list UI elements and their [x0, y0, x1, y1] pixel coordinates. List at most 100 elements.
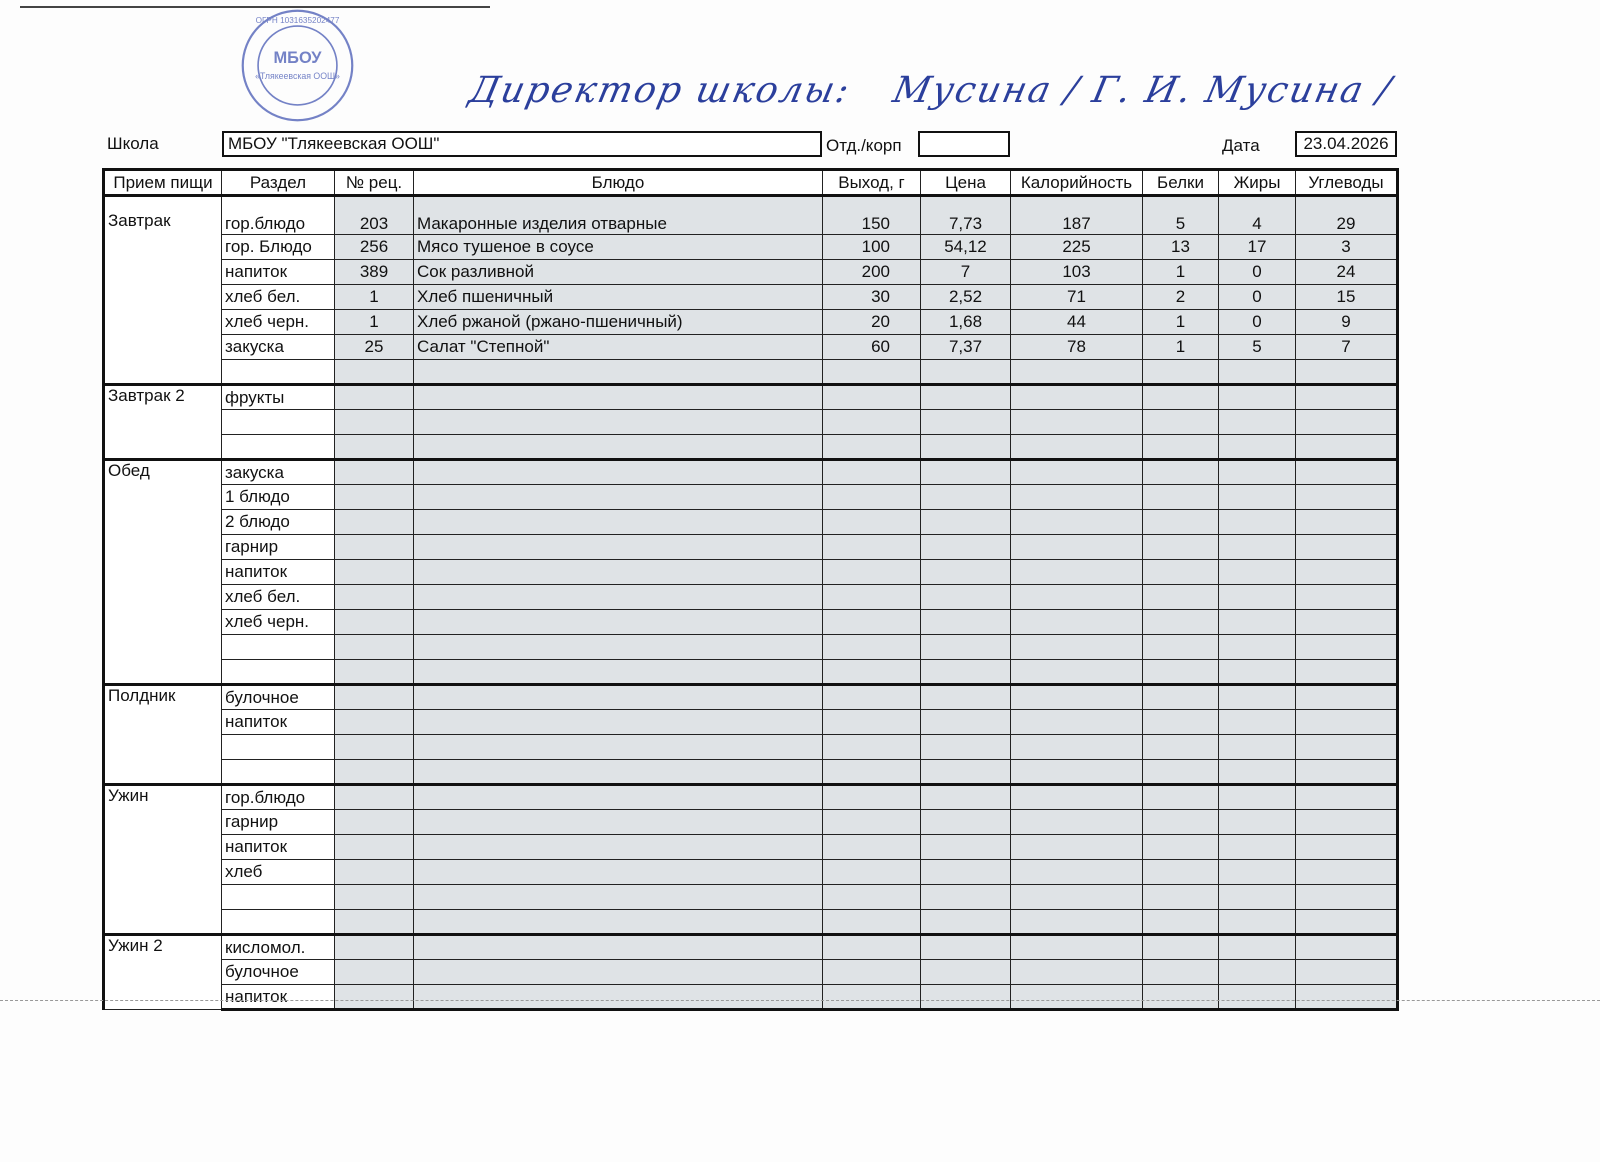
cell-fat[interactable]	[1218, 484, 1296, 510]
cell-fat[interactable]	[1218, 509, 1296, 535]
cell-yield[interactable]: 60	[822, 334, 921, 360]
cell-price[interactable]	[920, 783, 1011, 810]
cell-price[interactable]	[920, 809, 1011, 835]
cell-section[interactable]: напиток	[221, 834, 335, 860]
cell-calories[interactable]	[1010, 884, 1143, 910]
cell-fat[interactable]	[1218, 584, 1296, 610]
cell-recipe-no[interactable]	[334, 933, 414, 960]
cell-fat[interactable]: 0	[1218, 259, 1296, 285]
cell-price[interactable]: 7,37	[920, 334, 1011, 360]
cell-protein[interactable]	[1142, 859, 1219, 885]
cell-recipe-no[interactable]: 203	[334, 195, 414, 235]
cell-fat[interactable]	[1218, 409, 1296, 435]
cell-dish[interactable]: Хлеб пшеничный	[413, 284, 823, 310]
cell-protein[interactable]	[1142, 559, 1219, 585]
cell-yield[interactable]	[822, 609, 921, 635]
cell-calories[interactable]: 225	[1010, 234, 1143, 260]
cell-yield[interactable]	[822, 933, 921, 960]
cell-carbs[interactable]: 9	[1295, 309, 1399, 335]
cell-dish[interactable]: Макаронные изделия отварные	[413, 195, 823, 235]
cell-fat[interactable]	[1218, 834, 1296, 860]
cell-protein[interactable]	[1142, 709, 1219, 735]
cell-section[interactable]: напиток	[221, 559, 335, 585]
cell-protein[interactable]	[1142, 484, 1219, 510]
cell-dish[interactable]	[413, 534, 823, 560]
cell-section[interactable]: напиток	[221, 709, 335, 735]
cell-calories[interactable]	[1010, 933, 1143, 960]
cell-price[interactable]	[920, 509, 1011, 535]
cell-protein[interactable]	[1142, 359, 1219, 385]
cell-protein[interactable]: 1	[1142, 334, 1219, 360]
cell-recipe-no[interactable]	[334, 734, 414, 760]
cell-calories[interactable]	[1010, 683, 1143, 710]
cell-calories[interactable]	[1010, 859, 1143, 885]
cell-fat[interactable]	[1218, 359, 1296, 385]
cell-price[interactable]	[920, 759, 1011, 785]
cell-calories[interactable]	[1010, 759, 1143, 785]
cell-dish[interactable]	[413, 509, 823, 535]
cell-dish[interactable]	[413, 809, 823, 835]
cell-recipe-no[interactable]	[334, 484, 414, 510]
cell-recipe-no[interactable]	[334, 559, 414, 585]
cell-section[interactable]	[221, 659, 335, 685]
cell-carbs[interactable]	[1295, 484, 1399, 510]
cell-yield[interactable]	[822, 484, 921, 510]
cell-section[interactable]: гарнир	[221, 534, 335, 560]
cell-section[interactable]: 1 блюдо	[221, 484, 335, 510]
cell-fat[interactable]: 17	[1218, 234, 1296, 260]
cell-protein[interactable]	[1142, 584, 1219, 610]
cell-calories[interactable]	[1010, 959, 1143, 985]
school-field[interactable]: МБОУ "Тлякеевская ООШ"	[222, 131, 822, 157]
cell-dish[interactable]	[413, 734, 823, 760]
cell-price[interactable]: 54,12	[920, 234, 1011, 260]
cell-section[interactable]: булочное	[221, 959, 335, 985]
cell-protein[interactable]	[1142, 683, 1219, 710]
cell-dish[interactable]	[413, 683, 823, 710]
cell-calories[interactable]: 103	[1010, 259, 1143, 285]
cell-carbs[interactable]	[1295, 759, 1399, 785]
cell-section[interactable]: хлеб	[221, 859, 335, 885]
cell-dish[interactable]	[413, 609, 823, 635]
cell-fat[interactable]	[1218, 984, 1296, 1011]
cell-yield[interactable]	[822, 359, 921, 385]
cell-carbs[interactable]: 3	[1295, 234, 1399, 260]
cell-protein[interactable]: 1	[1142, 309, 1219, 335]
cell-yield[interactable]	[822, 383, 921, 410]
cell-section[interactable]	[221, 634, 335, 660]
cell-recipe-no[interactable]: 1	[334, 284, 414, 310]
cell-fat[interactable]	[1218, 559, 1296, 585]
cell-price[interactable]	[920, 359, 1011, 385]
cell-fat[interactable]	[1218, 534, 1296, 560]
cell-fat[interactable]	[1218, 383, 1296, 410]
cell-section[interactable]: кисломол.	[221, 933, 335, 960]
cell-calories[interactable]	[1010, 659, 1143, 685]
cell-fat[interactable]	[1218, 909, 1296, 935]
cell-yield[interactable]: 100	[822, 234, 921, 260]
cell-protein[interactable]: 13	[1142, 234, 1219, 260]
cell-protein[interactable]	[1142, 909, 1219, 935]
cell-calories[interactable]	[1010, 383, 1143, 410]
cell-section[interactable]: гор.блюдо	[221, 783, 335, 810]
cell-carbs[interactable]	[1295, 559, 1399, 585]
cell-carbs[interactable]	[1295, 884, 1399, 910]
dept-field[interactable]	[918, 131, 1010, 157]
cell-yield[interactable]: 200	[822, 259, 921, 285]
cell-yield[interactable]	[822, 809, 921, 835]
cell-recipe-no[interactable]	[334, 884, 414, 910]
cell-dish[interactable]	[413, 634, 823, 660]
cell-dish[interactable]	[413, 709, 823, 735]
cell-fat[interactable]	[1218, 609, 1296, 635]
cell-section[interactable]: булочное	[221, 683, 335, 710]
cell-protein[interactable]: 2	[1142, 284, 1219, 310]
cell-calories[interactable]	[1010, 783, 1143, 810]
cell-yield[interactable]	[822, 909, 921, 935]
cell-carbs[interactable]	[1295, 859, 1399, 885]
cell-carbs[interactable]	[1295, 809, 1399, 835]
date-field[interactable]: 23.04.2026	[1295, 131, 1397, 157]
cell-protein[interactable]	[1142, 933, 1219, 960]
cell-section[interactable]: закуска	[221, 458, 335, 485]
cell-price[interactable]	[920, 834, 1011, 860]
cell-calories[interactable]	[1010, 984, 1143, 1011]
cell-recipe-no[interactable]	[334, 909, 414, 935]
cell-section[interactable]: гор. Блюдо	[221, 234, 335, 260]
